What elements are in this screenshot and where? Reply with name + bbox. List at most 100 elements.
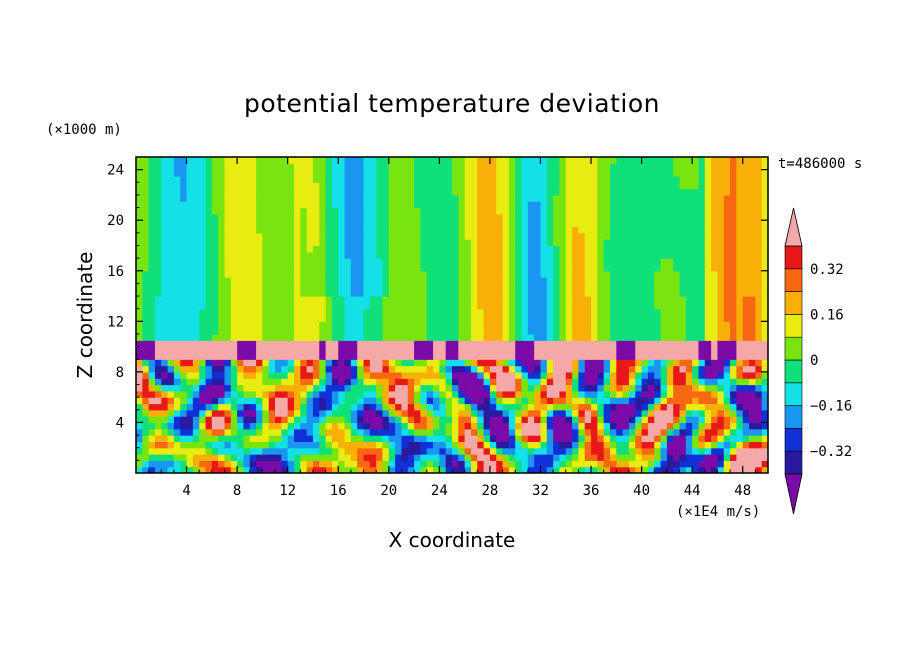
- heatmap-cell: [363, 226, 371, 234]
- heatmap-cell: [635, 315, 643, 322]
- heatmap-cell: [597, 283, 605, 291]
- heatmap-cell: [717, 175, 725, 183]
- heatmap-cell: [382, 340, 390, 348]
- heatmap-cell: [527, 157, 535, 164]
- heatmap-cell: [350, 157, 358, 164]
- heatmap-cell: [616, 346, 624, 354]
- heatmap-cell: [641, 359, 649, 367]
- heatmap-cell: [180, 302, 188, 310]
- heatmap-cell: [407, 327, 415, 335]
- heatmap-cell: [445, 182, 453, 190]
- heatmap-cell: [673, 359, 681, 367]
- heatmap-cell: [666, 466, 674, 473]
- heatmap-cell: [742, 182, 750, 190]
- heatmap-cell: [300, 454, 308, 461]
- heatmap-cell: [420, 207, 428, 215]
- heatmap-cell: [496, 365, 504, 373]
- heatmap-cell: [205, 220, 213, 228]
- heatmap-cell: [344, 157, 352, 164]
- heatmap-cell: [218, 327, 226, 335]
- heatmap-cell: [641, 157, 649, 164]
- heatmap-cell: [180, 365, 188, 373]
- heatmap-cell: [666, 194, 674, 202]
- heatmap-cell: [136, 264, 143, 272]
- heatmap-cell: [711, 384, 719, 392]
- heatmap-cell: [256, 371, 263, 379]
- heatmap-cell: [319, 163, 327, 171]
- heatmap-cell: [325, 403, 333, 411]
- heatmap-cell: [730, 207, 737, 215]
- heatmap-cell: [572, 163, 579, 171]
- heatmap-cell: [736, 371, 744, 379]
- heatmap-cell: [142, 302, 150, 310]
- heatmap-cell: [300, 460, 308, 468]
- heatmap-cell: [565, 157, 573, 164]
- heatmap-cell: [489, 409, 497, 417]
- heatmap-cell: [711, 359, 719, 367]
- heatmap-cell: [142, 346, 150, 354]
- heatmap-cell: [344, 232, 352, 240]
- heatmap-cell: [161, 441, 169, 449]
- heatmap-cell: [477, 232, 485, 240]
- heatmap-cell: [483, 346, 491, 354]
- heatmap-cell: [521, 302, 529, 310]
- heatmap-cell: [136, 384, 143, 392]
- heatmap-cell: [211, 378, 219, 386]
- heatmap-cell: [666, 403, 674, 411]
- heatmap-cell: [224, 157, 232, 164]
- heatmap-cell: [755, 340, 763, 348]
- heatmap-cell: [211, 245, 219, 253]
- heatmap-cell: [331, 441, 339, 449]
- heatmap-cell: [679, 397, 687, 405]
- heatmap-cell: [508, 428, 516, 436]
- heatmap-cell: [439, 296, 447, 303]
- heatmap-cell: [540, 321, 548, 329]
- heatmap-cell: [154, 201, 162, 209]
- heatmap-cell: [167, 175, 175, 183]
- heatmap-cell: [452, 321, 459, 329]
- heatmap-cell: [622, 321, 630, 329]
- heatmap-cell: [357, 422, 365, 430]
- heatmap-cell: [685, 264, 693, 272]
- heatmap-cell: [704, 283, 712, 291]
- heatmap-cell: [287, 359, 295, 367]
- heatmap-cell: [325, 447, 333, 455]
- heatmap-cell: [679, 460, 687, 468]
- heatmap-cell: [230, 365, 238, 373]
- heatmap-cell: [452, 169, 459, 177]
- heatmap-cell: [350, 422, 358, 430]
- heatmap-cell: [331, 327, 339, 335]
- heatmap-cell: [376, 175, 384, 183]
- heatmap-cell: [161, 359, 169, 367]
- heatmap-cell: [647, 441, 655, 449]
- heatmap-cell: [136, 157, 143, 164]
- heatmap-cell: [331, 157, 339, 164]
- heatmap-cell: [376, 384, 384, 392]
- heatmap-cell: [603, 182, 611, 190]
- heatmap-cell: [540, 460, 548, 468]
- heatmap-cell: [761, 340, 768, 348]
- heatmap-cell: [723, 251, 731, 259]
- heatmap-cell: [407, 232, 415, 240]
- heatmap-cell: [357, 460, 365, 468]
- heatmap-cell: [167, 435, 175, 442]
- heatmap-cell: [704, 327, 712, 335]
- heatmap-cell: [464, 327, 472, 335]
- heatmap-cell: [622, 220, 630, 228]
- heatmap-cell: [666, 270, 674, 278]
- heatmap-cell: [508, 352, 516, 360]
- heatmap-cell: [654, 447, 662, 455]
- heatmap-cell: [211, 397, 219, 405]
- heatmap-cell: [173, 289, 181, 297]
- heatmap-cell: [180, 251, 188, 259]
- heatmap-cell: [521, 371, 529, 379]
- heatmap-cell: [761, 315, 768, 322]
- heatmap-cell: [319, 239, 327, 247]
- heatmap-cell: [186, 220, 194, 228]
- heatmap-cell: [603, 157, 611, 164]
- heatmap-cell: [628, 371, 636, 379]
- heatmap-cell: [388, 163, 396, 171]
- heatmap-cell: [489, 397, 497, 405]
- heatmap-cell: [173, 251, 181, 259]
- heatmap-cell: [711, 277, 719, 284]
